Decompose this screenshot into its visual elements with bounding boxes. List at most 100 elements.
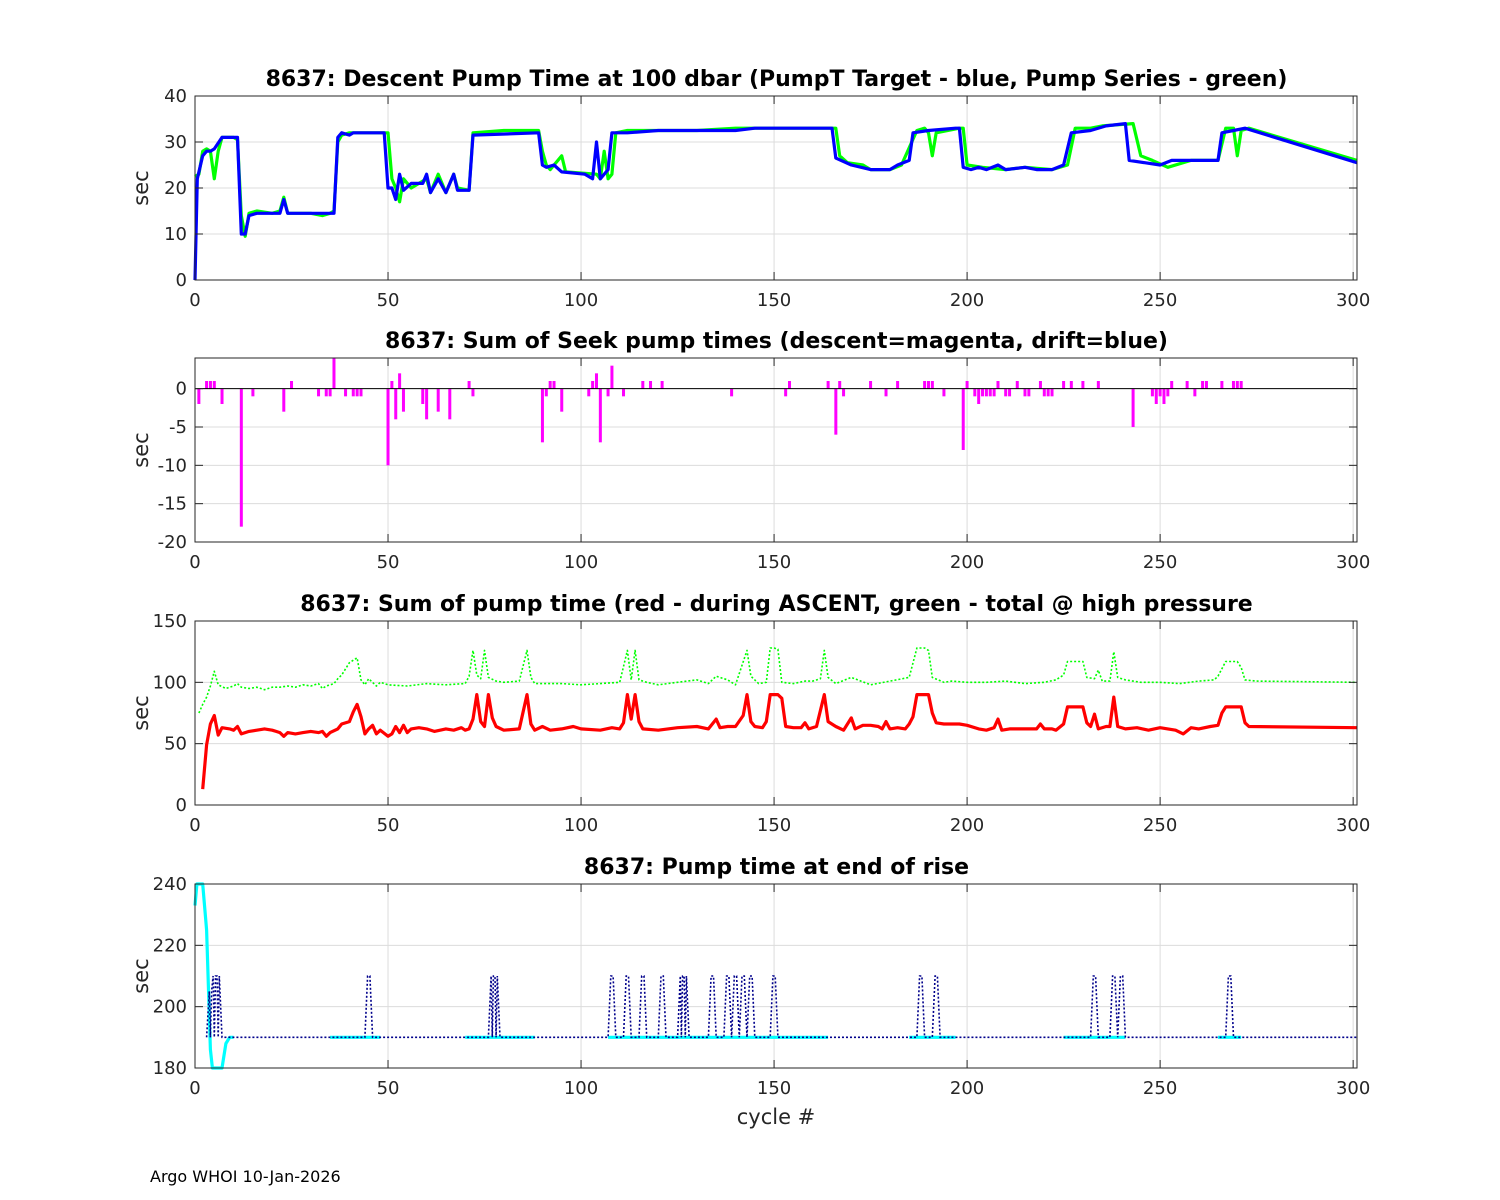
x-tick-label: 300	[1336, 290, 1370, 311]
bar	[1131, 388, 1135, 427]
bar	[390, 381, 394, 389]
axes-box	[194, 883, 1358, 1069]
bar	[1162, 388, 1166, 404]
bar	[436, 388, 440, 412]
x-tick-label: 100	[564, 552, 598, 573]
y-tick-label: -10	[158, 455, 187, 476]
bar	[1185, 381, 1189, 389]
bar	[208, 381, 212, 389]
bar	[359, 388, 363, 397]
bar	[992, 388, 996, 397]
total-high-pressure-series	[198, 647, 1358, 714]
bar	[394, 388, 398, 420]
bar	[1170, 381, 1174, 389]
chart-title: 8637: Sum of pump time (red - during ASC…	[300, 592, 1252, 617]
bar	[471, 388, 475, 397]
bar	[212, 381, 216, 389]
bar	[332, 358, 336, 389]
x-tick-label: 150	[757, 552, 791, 573]
bar	[544, 388, 548, 397]
y-tick-label: 20	[164, 178, 187, 199]
bar	[610, 365, 614, 389]
bar	[398, 373, 402, 389]
bar	[1038, 381, 1042, 389]
y-tick-label: 0	[176, 795, 187, 816]
y-tick-label: 0	[176, 379, 187, 400]
chart-title: 8637: Descent Pump Time at 100 dbar (Pum…	[266, 67, 1288, 92]
sum-pump-time-plot: 0 50 100 150 200 250 300 0 50 100 150 8637: Sum of …	[129, 592, 1370, 836]
axes-box	[194, 357, 1358, 543]
x-axis-label: cycle #	[737, 1105, 816, 1129]
bar	[784, 388, 788, 397]
bar	[591, 381, 595, 389]
y-tick-label: -15	[158, 494, 187, 515]
x-tick-label: 100	[564, 815, 598, 836]
y-tick-label: -20	[158, 532, 187, 553]
x-tick-label: 300	[1336, 552, 1370, 573]
x-tick-label: 200	[950, 815, 984, 836]
bar	[788, 381, 792, 389]
bar	[548, 381, 552, 389]
y-tick-label: 30	[164, 132, 187, 153]
y-tick-label: 100	[153, 672, 187, 693]
x-tick-label: 0	[189, 552, 200, 573]
bar	[1004, 388, 1008, 397]
x-tick-label: 100	[564, 290, 598, 311]
bar	[239, 388, 243, 527]
x-tick-label: 250	[1143, 815, 1177, 836]
bar	[251, 388, 255, 397]
bar	[926, 381, 930, 389]
y-tick-label: -5	[169, 417, 187, 438]
bar	[355, 388, 359, 397]
bar	[1008, 388, 1012, 397]
x-tick-label: 50	[377, 552, 400, 573]
bar	[197, 388, 201, 404]
bar	[328, 388, 332, 397]
bar	[981, 388, 985, 397]
bar	[1235, 381, 1239, 389]
pumpt-target-series	[193, 122, 1358, 281]
bar	[1201, 381, 1205, 389]
bar	[1027, 388, 1031, 397]
bar	[660, 381, 664, 389]
bar	[467, 381, 471, 389]
y-tick-label: 50	[164, 734, 187, 755]
bar	[730, 388, 734, 397]
y-axis-label: sec	[129, 695, 153, 730]
bar	[1158, 388, 1162, 397]
x-tick-label: 50	[377, 290, 400, 311]
x-tick-label: 150	[757, 815, 791, 836]
bar	[448, 388, 452, 420]
bar	[961, 388, 965, 450]
bar	[1069, 381, 1073, 389]
bar	[826, 381, 830, 389]
bar	[834, 388, 838, 435]
y-axis-label: sec	[129, 432, 153, 467]
bar	[884, 388, 888, 397]
chart-title: 8637: Sum of Seek pump times (descent=ma…	[385, 329, 1168, 354]
bar	[421, 388, 425, 404]
bar	[587, 388, 591, 397]
bar	[1023, 388, 1027, 397]
pump-series-series	[194, 122, 1358, 238]
x-tick-label: 0	[189, 1078, 200, 1099]
chart-title: 8637: Pump time at end of rise	[584, 855, 969, 880]
x-tick-label: 200	[950, 290, 984, 311]
bar	[1150, 388, 1154, 397]
y-tick-label: 10	[164, 224, 187, 245]
bar	[1204, 381, 1208, 389]
bar	[996, 381, 1000, 389]
bar	[560, 388, 564, 412]
y-tick-label: 150	[153, 611, 187, 632]
bar	[923, 381, 927, 389]
bar	[1050, 388, 1054, 397]
bar	[1166, 388, 1170, 397]
bar	[1220, 381, 1224, 389]
bar	[838, 381, 842, 389]
bar	[1015, 381, 1019, 389]
bar	[220, 388, 224, 404]
bar	[973, 388, 977, 397]
bar	[1062, 381, 1066, 389]
during-ascent-series	[201, 693, 1358, 790]
bar	[425, 388, 429, 420]
